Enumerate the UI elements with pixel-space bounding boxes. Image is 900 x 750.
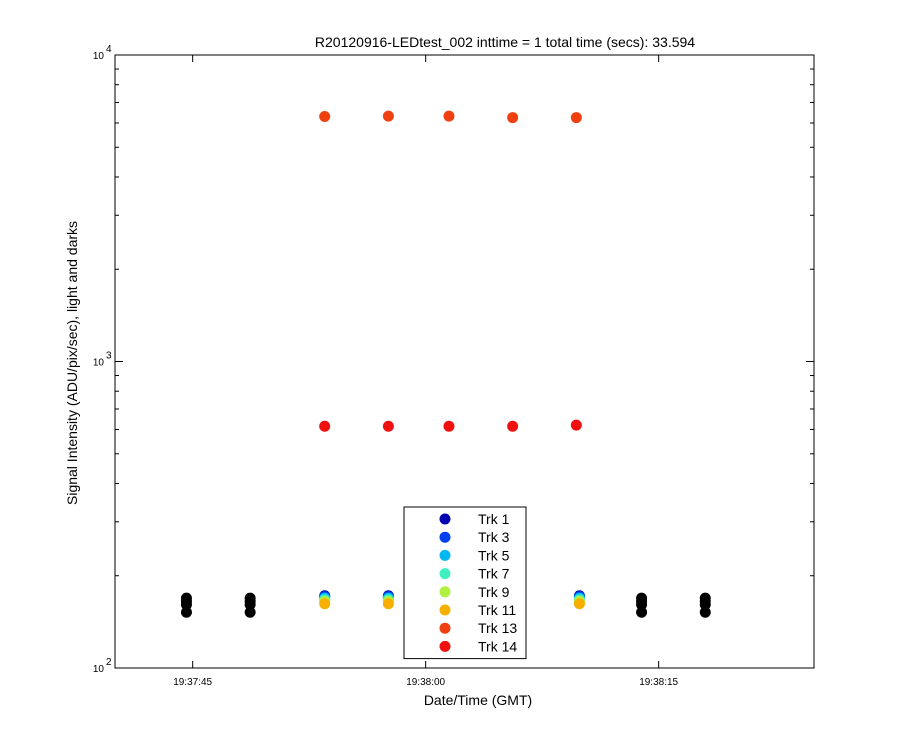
chart-title: R20120916-LEDtest_002 inttime = 1 total … (315, 34, 695, 50)
y-tick-exponent: 4 (106, 44, 112, 55)
legend-entry: Trk 11 (478, 602, 516, 618)
legend-marker (439, 531, 451, 543)
data-point (382, 110, 394, 122)
data-point (699, 599, 711, 611)
data-point (573, 598, 585, 610)
legend-entry: Trk 13 (478, 620, 517, 636)
data-point (319, 111, 331, 123)
data-point (636, 599, 648, 611)
legend-marker (439, 622, 451, 634)
legend-marker (439, 513, 451, 525)
data-point (699, 606, 711, 618)
x-tick-label: 19:38:00 (406, 677, 445, 688)
data-point (507, 420, 519, 432)
legend-entry: Trk 1 (478, 511, 510, 527)
x-tick-label: 19:37:45 (173, 677, 212, 688)
data-point (319, 420, 331, 432)
data-point (244, 599, 256, 611)
data-point (443, 110, 455, 122)
legend-box (403, 506, 527, 660)
legend-entry: Trk 7 (478, 566, 510, 582)
y-tick-label: 10 (93, 51, 105, 62)
y-tick-label: 10 (93, 358, 105, 369)
data-point (570, 419, 582, 431)
data-point (180, 599, 192, 611)
legend-entry: Trk 14 (478, 638, 517, 654)
y-tick-exponent: 3 (106, 351, 112, 362)
x-tick-label: 19:38:15 (639, 677, 678, 688)
y-tick-label: 10 (93, 664, 105, 675)
y-tick-exponent: 2 (106, 657, 112, 668)
data-point (570, 112, 582, 124)
data-point (507, 112, 519, 124)
legend-entry: Trk 5 (478, 547, 510, 563)
data-point (244, 606, 256, 618)
legend-marker (439, 640, 451, 652)
data-point (382, 420, 394, 432)
y-axis-label: Signal Intensity (ADU/pix/sec), light an… (64, 221, 80, 505)
x-axis-ticks: 19:37:45 19:38:00 19:38:15 (173, 55, 679, 688)
legend-entry: Trk 9 (478, 584, 510, 600)
legend-marker (439, 549, 451, 561)
data-point (382, 598, 394, 610)
legend-marker (439, 568, 451, 580)
legend-marker (439, 604, 451, 616)
data-point (180, 606, 192, 618)
data-point (443, 420, 455, 432)
data-point (319, 598, 331, 610)
legend: Trk 1 Trk 3 Trk 5 Trk 7 Trk 9 Trk 11 Trk 13 Trk… (403, 506, 527, 660)
legend-entry: Trk 3 (478, 529, 510, 545)
data-points (180, 110, 711, 618)
x-axis-label: Date/Time (GMT) (424, 692, 532, 708)
data-point (636, 606, 648, 618)
legend-marker (439, 586, 451, 598)
